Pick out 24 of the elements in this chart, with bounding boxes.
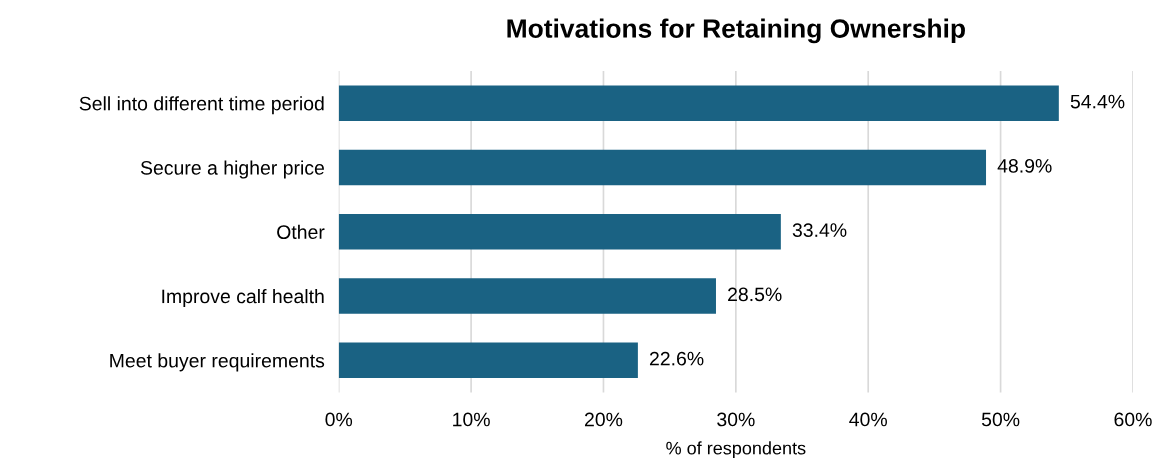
bar bbox=[338, 85, 1059, 121]
x-axis-title: % of respondents bbox=[666, 441, 806, 459]
data-label: 54.4% bbox=[1070, 94, 1125, 109]
bar bbox=[338, 149, 987, 186]
x-tick-label: 0% bbox=[325, 412, 353, 427]
y-tick-label: Other bbox=[277, 224, 325, 240]
bar bbox=[338, 342, 638, 378]
x-tick-label: 60% bbox=[1114, 412, 1152, 427]
x-tick-label: 40% bbox=[849, 412, 887, 427]
y-tick-label: Secure a higher price bbox=[140, 160, 324, 179]
bar bbox=[338, 214, 781, 250]
x-tick-label: 50% bbox=[981, 412, 1020, 427]
data-label: 48.9% bbox=[997, 158, 1052, 173]
x-tick-label: 20% bbox=[584, 412, 623, 427]
bar bbox=[338, 278, 716, 314]
x-tick-label: 10% bbox=[453, 412, 490, 427]
data-label: 33.4% bbox=[792, 223, 847, 237]
y-tick-label: Sell into different time period bbox=[79, 96, 324, 115]
chart-title: Motivations for Retaining Ownership bbox=[507, 18, 965, 44]
y-tick-label: Meet buyer requirements bbox=[110, 353, 325, 372]
x-tick-label: 30% bbox=[717, 412, 755, 427]
data-label: 28.5% bbox=[728, 287, 782, 302]
data-label: 22.6% bbox=[649, 351, 704, 366]
y-tick-label: Improve calf health bbox=[162, 288, 324, 308]
